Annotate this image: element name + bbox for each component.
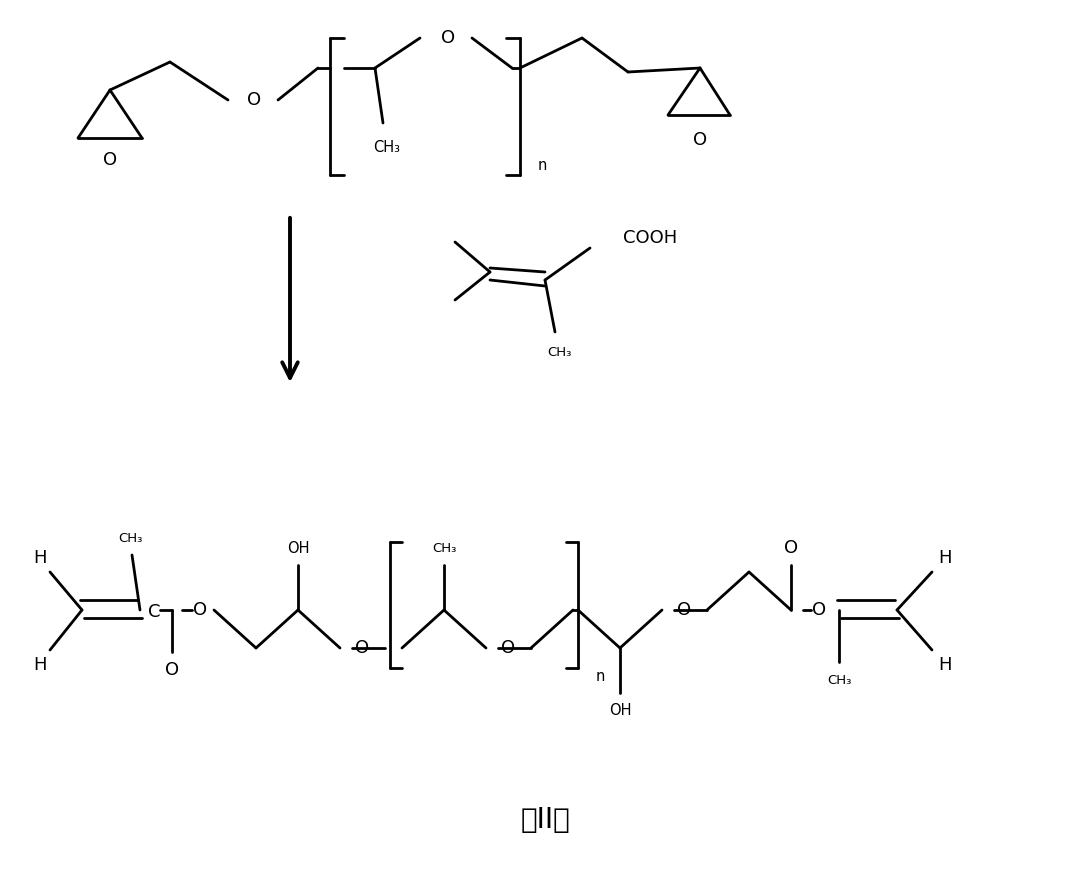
Text: H: H (33, 656, 47, 674)
Text: O: O (812, 601, 826, 619)
Text: C: C (147, 603, 160, 621)
Text: CH₃: CH₃ (432, 542, 456, 555)
Text: COOH: COOH (623, 229, 678, 247)
Text: O: O (355, 639, 369, 657)
Text: （II）: （II） (520, 806, 570, 834)
Text: OH: OH (609, 703, 632, 718)
Text: O: O (103, 151, 117, 169)
Text: CH₃: CH₃ (118, 531, 142, 544)
Text: CH₃: CH₃ (373, 140, 400, 156)
Text: H: H (33, 549, 47, 567)
Text: H: H (938, 656, 951, 674)
Text: O: O (165, 661, 179, 679)
Text: O: O (693, 131, 707, 149)
Text: H: H (938, 549, 951, 567)
Text: CH₃: CH₃ (547, 346, 572, 359)
Text: OH: OH (287, 541, 309, 556)
Text: O: O (247, 91, 261, 109)
Text: O: O (193, 601, 207, 619)
Text: O: O (676, 601, 691, 619)
Text: O: O (501, 639, 515, 657)
Text: n: n (537, 158, 547, 172)
Text: n: n (596, 669, 604, 684)
Text: O: O (784, 539, 798, 557)
Text: O: O (441, 29, 455, 47)
Text: CH₃: CH₃ (827, 673, 851, 686)
